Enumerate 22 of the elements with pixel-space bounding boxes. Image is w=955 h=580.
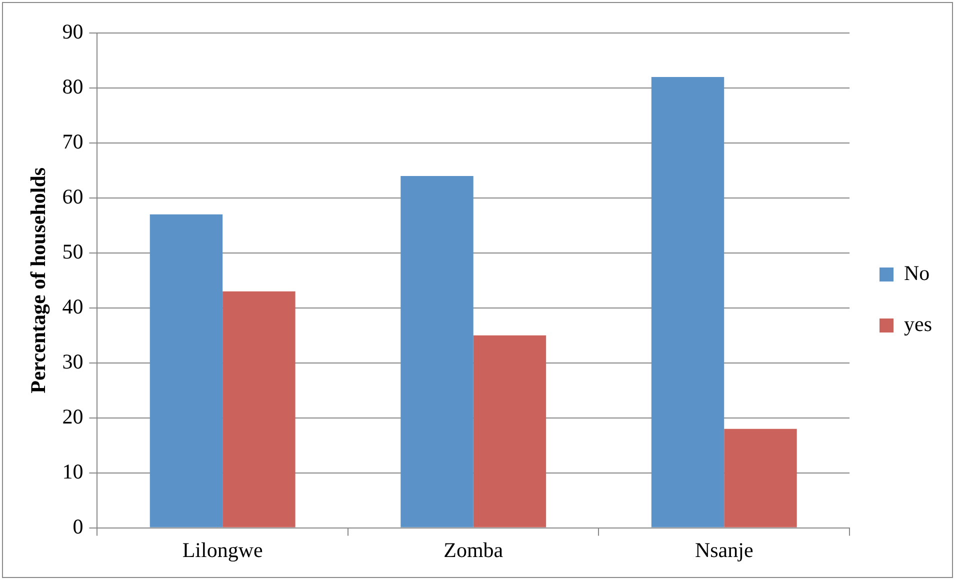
x-tick-label: Nsanje <box>694 538 754 562</box>
y-tick-label: 20 <box>62 404 84 428</box>
bar <box>724 428 797 528</box>
x-tick-label: Zomba <box>444 538 504 562</box>
bar <box>473 335 546 528</box>
y-tick-label: 80 <box>62 74 84 98</box>
y-axis-title: Percentage of households <box>26 167 50 394</box>
bar <box>651 76 724 528</box>
x-tick-label: Lilongwe <box>182 538 263 562</box>
bar <box>400 176 474 528</box>
bar <box>150 214 223 528</box>
y-tick-label: 90 <box>62 20 84 44</box>
y-tick-label: 60 <box>62 184 84 208</box>
y-tick-label: 30 <box>62 349 84 374</box>
y-tick-label: 50 <box>62 239 84 264</box>
y-tick-label: 70 <box>62 129 84 154</box>
legend-label: yes <box>904 312 932 336</box>
bar <box>222 291 296 528</box>
legend-label: No <box>904 261 930 286</box>
y-tick-label: 10 <box>62 459 84 484</box>
y-tick-label: 0 <box>72 514 84 538</box>
y-tick-label: 40 <box>62 294 84 318</box>
